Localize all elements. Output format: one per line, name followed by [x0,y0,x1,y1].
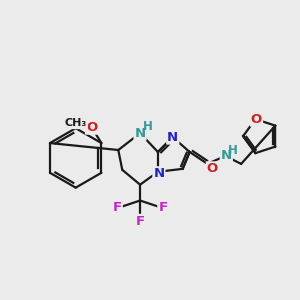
Text: F: F [113,201,122,214]
Text: N: N [167,130,178,144]
Text: N: N [153,167,164,180]
Text: H: H [228,143,238,157]
Text: F: F [158,201,167,214]
Text: H: H [143,120,153,133]
Text: O: O [207,162,218,175]
Text: N: N [221,149,232,162]
Text: F: F [136,215,145,228]
Text: O: O [251,113,262,126]
Text: O: O [86,121,97,134]
Text: CH₃: CH₃ [64,118,87,128]
Text: N: N [134,127,146,140]
